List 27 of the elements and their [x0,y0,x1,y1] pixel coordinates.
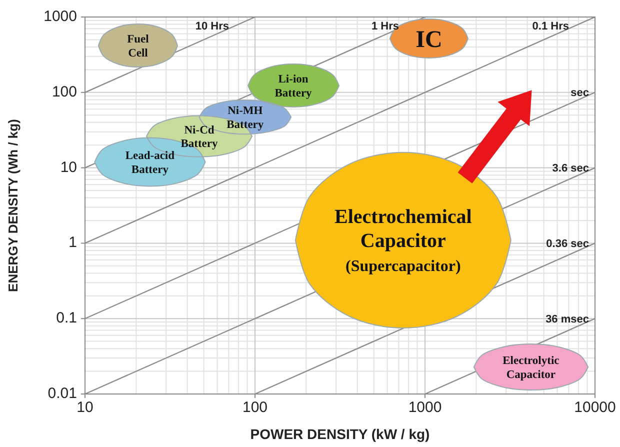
series-label: 0.1 Hrs [532,20,569,33]
annotation: Fuel Cell [127,34,149,60]
x-tick-label: 100 [242,399,268,416]
x-axis-title: POWER DENSITY (kW / kg) [250,426,430,442]
y-tick-label: 0.01 [48,384,77,402]
series-label: 36 msec [546,313,589,326]
y-tick-label: 10 [60,158,77,176]
annotation: Li-ion Battery [274,74,312,100]
x-tick-label: 1000 [408,399,442,416]
series-label: 10 Hrs [195,20,229,33]
y-axis-title: ENERGY DENSITY (Wh / kg) [5,119,20,292]
series-label: 1 Hrs [371,20,399,33]
y-tick-label: 0.1 [56,310,77,327]
x-tick-label: 10 [76,399,94,416]
annotation: Ni-Cd Battery [180,124,218,150]
annotation: Electrochemical Capacitor (Supercapacitor) [334,206,472,276]
annotation: Lead-acid Battery [125,150,176,176]
y-tick-label: 1000 [44,8,77,25]
series-label: sec [570,87,589,100]
annotation: IC [416,26,442,53]
annotation: Ni-MH Battery [226,105,264,132]
y-tick-label: 100 [52,83,77,100]
series-label: 0.36 sec [546,238,589,250]
annotation: Electrolytic Capacitor [502,355,560,381]
y-tick-label: 1 [68,234,77,252]
x-tick-label: 10000 [574,399,616,416]
series-label: 3.6 sec [552,162,589,175]
